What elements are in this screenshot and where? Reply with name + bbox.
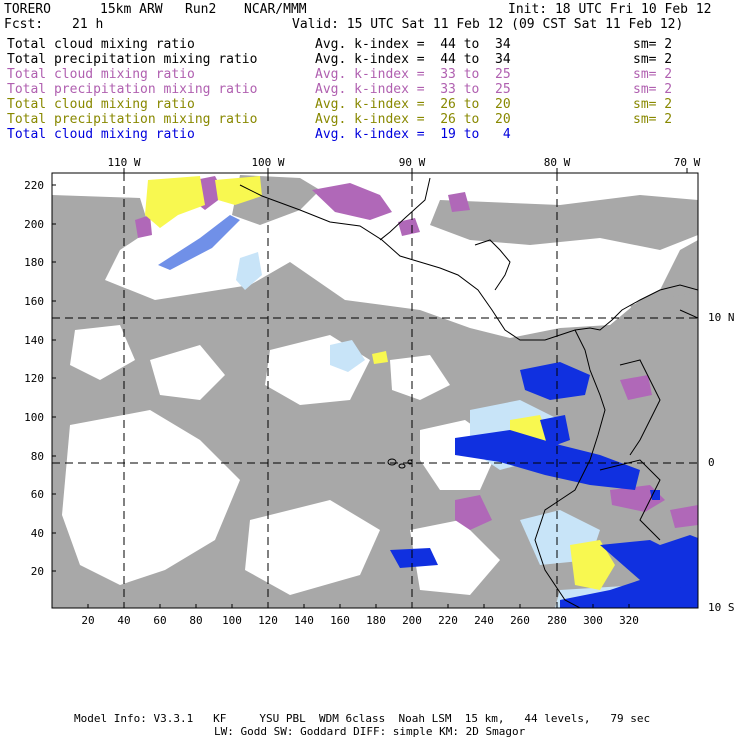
grid-x-label: 60 xyxy=(153,614,166,627)
legend-field: Total cloud mixing ratio xyxy=(7,127,195,142)
legend-field: Total precipitation mixing ratio xyxy=(7,82,258,97)
coastlines xyxy=(239,177,698,608)
legend-smoothing: sm= 2 xyxy=(633,82,673,97)
model-info-line2: LW: Godd SW: Goddard DIFF: simple KM: 2D… xyxy=(214,725,526,738)
grid-y-label: 60 xyxy=(31,488,44,501)
grid-y-label: 40 xyxy=(31,527,44,540)
org-label: NCAR/MMM xyxy=(244,2,307,17)
valid-time: Valid: 15 UTC Sat 11 Feb 12 (09 CST Sat … xyxy=(292,17,684,32)
grid-y-label: 100 xyxy=(24,411,44,424)
legend-range: Avg. k-index = 19 to 4 xyxy=(315,127,511,142)
legend-range: Avg. k-index = 26 to 20 xyxy=(315,112,511,127)
legend-field: Total cloud mixing ratio xyxy=(7,67,195,82)
grid-x-label: 200 xyxy=(402,614,422,627)
longitude-label: 100 W xyxy=(251,156,284,169)
legend-row: Total precipitation mixing ratio Avg. k-… xyxy=(7,52,732,112)
grid-x-label: 300 xyxy=(583,614,603,627)
grid-x-label: 240 xyxy=(474,614,494,627)
grid-y-label: 120 xyxy=(24,372,44,385)
map-frame xyxy=(51,172,699,609)
grid-y-label: 180 xyxy=(24,256,44,269)
grid-x-label: 120 xyxy=(258,614,278,627)
legend-smoothing: sm= 2 xyxy=(633,112,673,127)
latitude-labels: 10 N 0 10 S xyxy=(708,311,735,614)
cloud-streak-blue xyxy=(158,215,240,270)
legend-row: Total cloud mixing ratio Avg. k-index = … xyxy=(7,67,732,127)
grid-x-label: 260 xyxy=(510,614,530,627)
legend-smoothing: sm= 2 xyxy=(633,52,673,67)
grid-x-label: 80 xyxy=(189,614,202,627)
grid-x-label: 100 xyxy=(222,614,242,627)
grid-y-label: 80 xyxy=(31,450,44,463)
grid-x-label: 180 xyxy=(366,614,386,627)
latitude-label: 10 S xyxy=(708,601,735,614)
grid-x-label: 320 xyxy=(619,614,639,627)
legend-field: Total cloud mixing ratio xyxy=(7,97,195,112)
cloud-field-yellow xyxy=(145,176,615,590)
legend-field: Total cloud mixing ratio xyxy=(7,37,195,52)
legend-field: Total precipitation mixing ratio xyxy=(7,52,258,67)
model-name: TORERO xyxy=(4,2,51,17)
longitude-label: 80 W xyxy=(544,156,571,169)
longitude-label: 70 W xyxy=(674,156,701,169)
legend-smoothing: sm= 2 xyxy=(633,37,673,52)
grid-x-label: 220 xyxy=(438,614,458,627)
legend-range: Avg. k-index = 33 to 25 xyxy=(315,82,511,97)
grid-x-label: 280 xyxy=(547,614,567,627)
grid-y-label: 160 xyxy=(24,295,44,308)
model-resolution: 15km ARW xyxy=(100,2,163,17)
legend-field: Total precipitation mixing ratio xyxy=(7,112,258,127)
grid-x-labels: 20 40 60 80 100 120 140 160 180 200 220 240 260 280 30… xyxy=(81,614,639,627)
grid-x-label: 140 xyxy=(294,614,314,627)
cloud-field-blue xyxy=(390,362,698,608)
model-info-line1: Model Info: V3.3.1 KF YSU PBL WDM 6class… xyxy=(74,712,651,725)
grid-y-label: 20 xyxy=(31,565,44,578)
run-label: Run2 xyxy=(185,2,217,17)
grid-y-label: 200 xyxy=(24,218,44,231)
init-time: Init: 18 UTC Fri 10 Feb 12 xyxy=(508,2,712,17)
grid-x-label: 160 xyxy=(330,614,350,627)
legend-row: Total cloud mixing ratio Avg. k-index = … xyxy=(7,97,732,157)
axis-ticks xyxy=(52,168,688,608)
latitude-label: 10 N xyxy=(708,311,735,324)
grid-y-label: 220 xyxy=(24,179,44,192)
longitude-label: 110 W xyxy=(107,156,140,169)
longitude-labels: 110 W 100 W 90 W 80 W 70 W xyxy=(107,156,700,169)
legend-range: Avg. k-index = 33 to 25 xyxy=(315,67,511,82)
legend-range: Avg. k-index = 44 to 34 xyxy=(315,37,511,52)
legend-smoothing: sm= 2 xyxy=(633,67,673,82)
grid-y-label: 140 xyxy=(24,334,44,347)
legend-smoothing: sm= 2 xyxy=(633,97,673,112)
legend-row: Total precipitation mixing ratio Avg. k-… xyxy=(7,112,732,172)
forecast-label: Fcst: xyxy=(4,17,44,32)
longitude-label: 90 W xyxy=(399,156,426,169)
legend-row: Total cloud mixing ratio Avg. k-index = … xyxy=(7,37,732,97)
grid-x-label: 40 xyxy=(117,614,130,627)
legend-range: Avg. k-index = 26 to 20 xyxy=(315,97,511,112)
legend-range: Avg. k-index = 44 to 34 xyxy=(315,52,511,67)
latitude-label: 0 xyxy=(708,456,715,469)
forecast-hour: 21 h xyxy=(72,17,104,32)
lat-lon-grid xyxy=(52,173,698,608)
legend-row: Total cloud mixing ratio Avg. k-index = … xyxy=(7,127,732,172)
grid-x-label: 20 xyxy=(81,614,94,627)
legend-row: Total precipitation mixing ratio Avg. k-… xyxy=(7,82,732,142)
grid-y-labels: 220 200 180 160 140 120 100 80 60 40 20 xyxy=(24,179,44,578)
